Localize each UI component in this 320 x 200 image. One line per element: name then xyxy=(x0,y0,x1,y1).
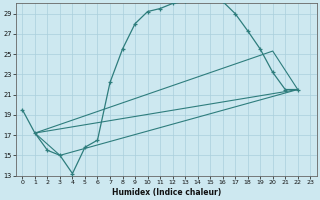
X-axis label: Humidex (Indice chaleur): Humidex (Indice chaleur) xyxy=(112,188,221,197)
